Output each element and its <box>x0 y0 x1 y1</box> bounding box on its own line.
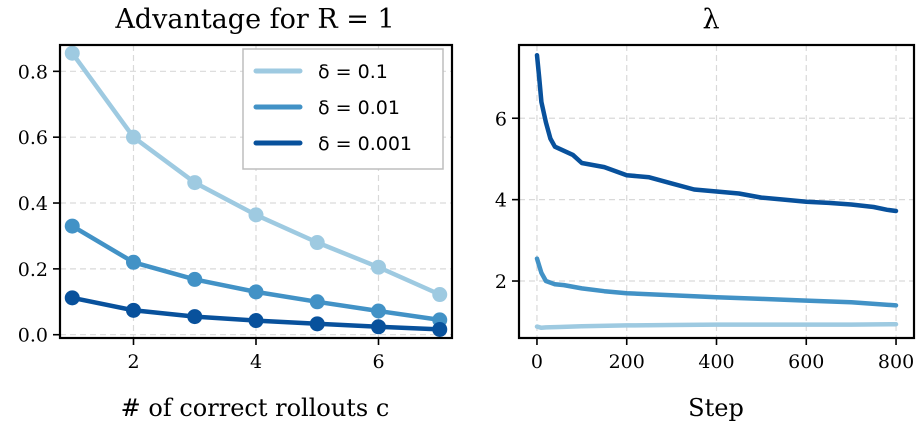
left-y-tick-label: 0.4 <box>18 193 48 215</box>
right-ticks: 0 200 400 600 800 2 4 6 <box>495 108 914 373</box>
right-x-axis-label: Step <box>688 394 744 422</box>
left-data-point <box>432 287 448 303</box>
legend-label: δ = 0.01 <box>318 97 400 119</box>
right-x-tick-label: 400 <box>698 351 734 373</box>
right-chart-title: λ <box>702 4 719 35</box>
right-y-tick-label: 6 <box>495 108 507 130</box>
legend-label: δ = 0.001 <box>318 133 412 155</box>
right-series <box>534 52 899 331</box>
left-data-point <box>126 129 141 145</box>
left-x-tick-label: 6 <box>372 351 384 373</box>
right-chart: λ 0 200 400 600 800 2 4 6 Step <box>495 4 916 422</box>
left-data-point <box>309 294 325 310</box>
left-data-point <box>187 309 203 325</box>
left-y-tick-label: 0.6 <box>18 127 48 149</box>
left-data-point <box>371 259 386 275</box>
left-y-tick-label: 0.8 <box>18 61 48 83</box>
left-ticks: 2 4 6 0.0 0.2 0.4 0.6 0.8 <box>18 61 385 373</box>
left-data-point <box>248 207 264 223</box>
right-series-line-1 <box>534 256 899 308</box>
right-grid <box>519 45 914 338</box>
left-data-point <box>64 290 80 306</box>
legend-items: δ = 0.1 δ = 0.01 δ = 0.001 <box>253 61 412 155</box>
left-data-point <box>64 218 80 234</box>
left-series <box>64 45 448 337</box>
legend-label: δ = 0.1 <box>318 61 388 83</box>
right-x-tick-label: 800 <box>878 351 914 373</box>
left-data-point <box>126 302 141 318</box>
left-data-point <box>248 313 264 329</box>
left-data-point <box>64 45 80 61</box>
left-data-point <box>432 321 448 337</box>
right-x-tick-label: 0 <box>531 351 543 373</box>
right-x-tick-label: 200 <box>609 351 645 373</box>
left-data-point <box>248 284 264 300</box>
left-data-point <box>309 316 325 332</box>
left-data-point <box>187 271 203 287</box>
right-series-line-0 <box>534 321 899 331</box>
left-chart: Advantage for R = 1 2 4 6 0.0 0.2 0.4 0.6 0.8 #… <box>18 4 454 422</box>
right-x-tick-label: 600 <box>788 351 824 373</box>
left-data-point <box>371 303 386 319</box>
right-series-line-2 <box>534 52 899 214</box>
left-y-tick-label: 0.0 <box>18 325 48 347</box>
right-y-tick-label: 4 <box>495 190 507 212</box>
left-x-axis-label: # of correct rollouts c <box>121 394 390 422</box>
left-data-point <box>371 319 386 335</box>
right-y-tick-label: 2 <box>495 271 507 293</box>
left-data-point <box>309 235 325 251</box>
left-data-point <box>187 175 203 191</box>
left-chart-title: Advantage for R = 1 <box>114 4 394 35</box>
left-y-tick-label: 0.2 <box>18 259 48 281</box>
left-x-tick-label: 2 <box>127 351 139 373</box>
legend: δ = 0.1 δ = 0.01 δ = 0.001 <box>242 48 444 170</box>
left-data-point <box>126 254 141 270</box>
left-x-tick-label: 4 <box>250 351 262 373</box>
